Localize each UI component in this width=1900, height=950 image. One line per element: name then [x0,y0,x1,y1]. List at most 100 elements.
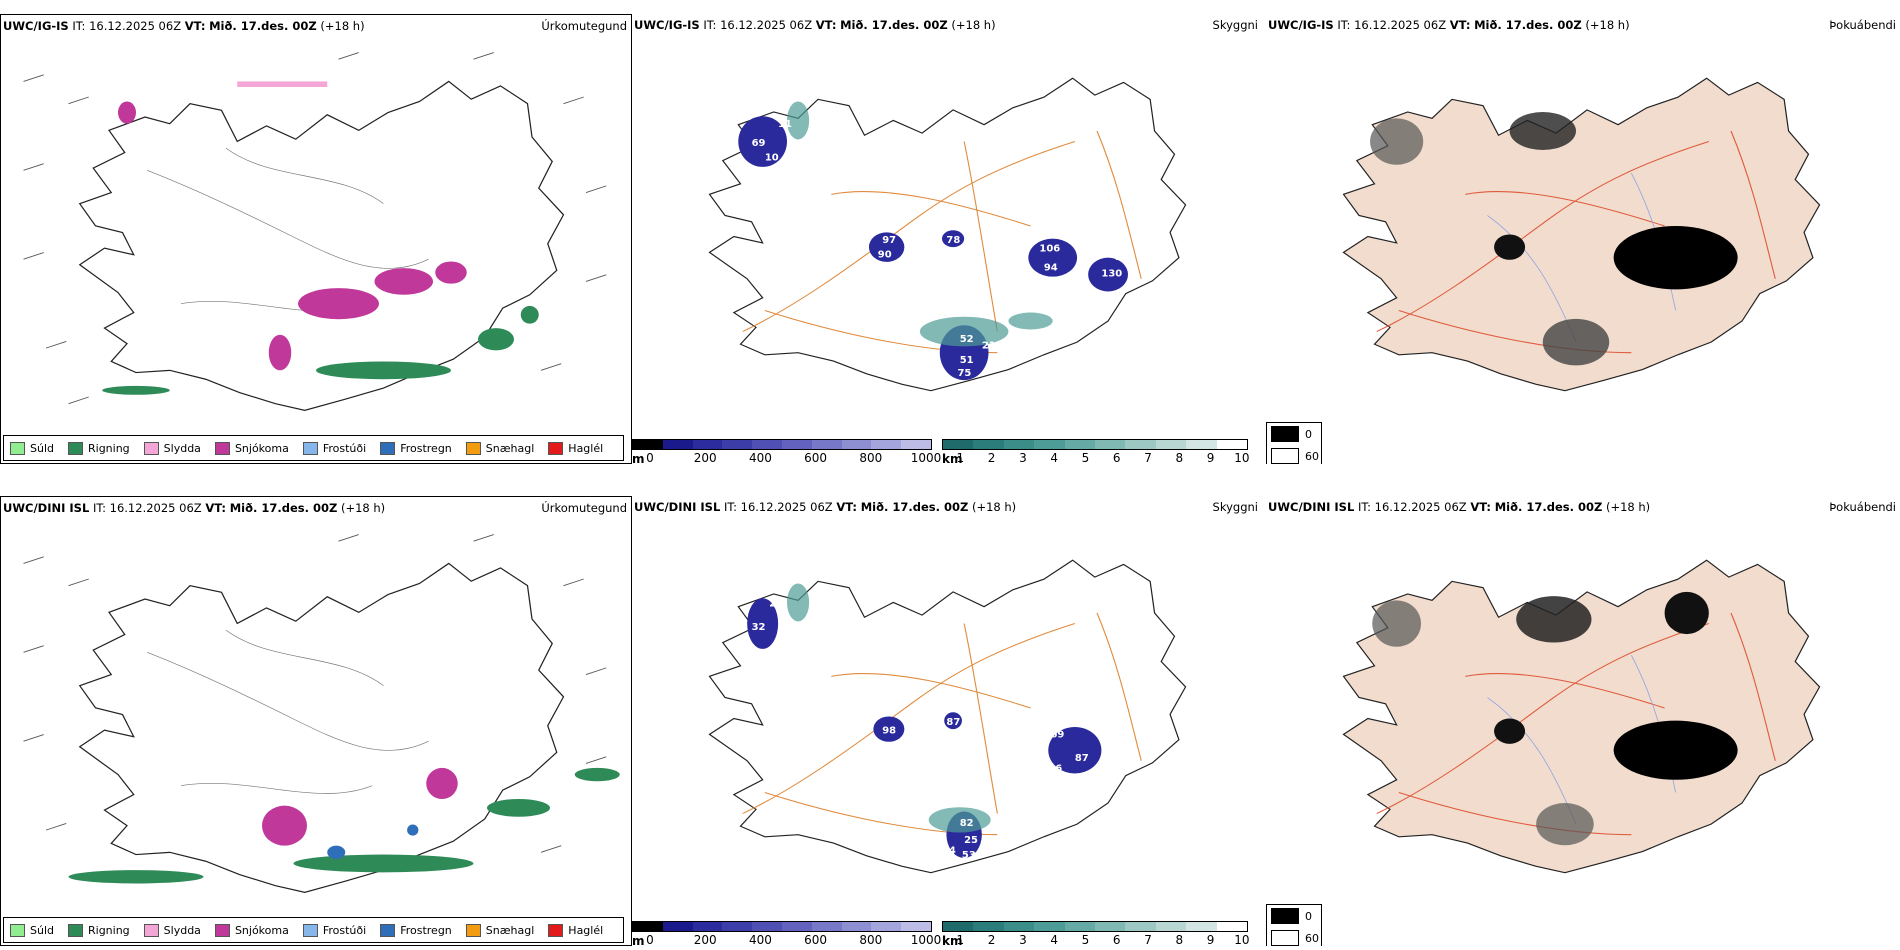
vt-label: VT: [815,18,837,32]
panel-title: Skyggni [1212,500,1258,514]
colorbar-cell-2 [692,922,723,931]
colorbar-cell-2 [1003,922,1035,931]
colorbar-cell-5 [781,922,812,931]
panel-header: UWC/IG-IS IT: 16.12.2025 06Z VT: Mið. 17… [634,16,1262,34]
road-network [1376,612,1776,836]
vt-value: Mið. 17.des. 00Z [1474,18,1582,32]
colorbar-cell-5 [1095,440,1126,449]
colorbar-cell-3 [722,922,753,931]
ceiling-value-label: 32 [752,622,766,633]
legend-swatch [302,441,318,455]
ceiling-value-label: 25 [964,835,978,846]
panel-title: Skyggni [1212,18,1258,32]
lead-time: (+18 h) [1605,500,1651,514]
legend-item-4: Frostúði [302,441,366,455]
colorbar-cell-8 [871,922,902,931]
legend-item-0: Súld [10,441,54,455]
ceiling-value-label: 119 [1101,751,1122,762]
colorbar-cell-0 [633,440,663,449]
vt-value: Mið. 17.des. 00Z [860,500,969,514]
precip-map [23,52,607,411]
legend-label: Frostregn [400,923,452,937]
fog-legend-bottom: 0 60 [1266,904,1322,946]
vt-label: VT: [205,501,227,515]
colorbar-tick: 4 [1050,933,1059,946]
colorbar-tick: 2 [987,933,996,946]
legend-label: Snjókoma [234,441,289,455]
colorbar-tick: 10 [1234,933,1250,946]
colorbar-tick: 200 [693,933,717,946]
colorbar-tick: 1 [956,933,965,946]
ceiling-value-label: 11 [778,119,792,130]
road-network [742,612,1142,836]
colorbar-cell-3 [1034,440,1065,449]
vt-label: VT: [1470,500,1492,514]
ceiling-value-label: 98 [882,726,896,737]
colorbar-tick: 1 [956,451,965,464]
vt-value: Mið. 17.des. 00Z [1494,500,1603,514]
legend-item-2: Slydda [143,923,201,937]
it-value: 16.12.2025 06Z [720,18,813,32]
colorbar-cell-9 [901,922,931,931]
colorbar-cell-1 [973,440,1004,449]
it-value: 16.12.2025 06Z [740,500,833,514]
ceiling-value-label: 82 [960,818,974,829]
colorbar-tick: 7 [1144,933,1152,946]
model-name: UWC/IG-IS [3,19,69,33]
legend-item-1: Rigning [68,923,130,937]
panel-title: Úrkomutegund [541,501,627,515]
colorbar-cell-8 [1186,440,1217,449]
visibility-areas [787,583,991,833]
lead-time: (+18 h) [971,500,1017,514]
legend-label: Rigning [88,923,130,937]
colorbar-cell-5 [781,440,812,449]
colorbar-tick: 5 [1081,451,1090,464]
colorbar-cell-7 [841,440,872,449]
legend-item-1: Rigning [68,441,130,455]
legend-label: Rigning [88,441,130,455]
it-value: 16.12.2025 06Z [89,19,182,33]
colorbar-tick: 3 [1019,451,1027,464]
ceiling-value-label: 15 [798,637,812,648]
lead-time: (+18 h) [320,19,365,33]
colorbar-cell-5 [1095,922,1126,931]
visibility-colorbar-bottom: 1 2 3 4 5 6 7 8 9 10 km [942,921,1250,946]
ceiling-value-label: 87 [946,717,960,728]
colorbar-tick: 0 [646,933,654,946]
precip-legend: Súld Rigning Slydda Snjókoma Frostúði Frostre… [3,917,625,943]
model-name: UWC/IG-IS [634,18,700,32]
colorbar-tick: 5 [1081,933,1090,946]
colorbar-tick: 800 [859,451,883,464]
legend-label: Haglél [568,441,604,455]
ceiling-value-label: 87 [1075,753,1089,764]
ceiling-labels: 69 10 11 97 90 78 106 94 130 178 52 219 51 75 77 [752,119,1136,379]
legend-label: Súld [30,441,54,455]
panel-title: Þokuábendi [1829,500,1896,514]
colorbar-cell-8 [1186,922,1217,931]
precip-panel-bottom: UWC/DINI ISL IT: 16.12.2025 06Z VT: Mið.… [0,496,632,946]
fog-swatch-60 [1271,930,1299,946]
legend-item-0: Súld [10,923,54,937]
ceiling-value-label: 24 [942,846,956,857]
vt-label: VT: [1449,18,1471,32]
colorbar-cell-0 [943,440,974,449]
ceiling-value-label: 78 [946,235,960,246]
colorbar-tick: 9 [1206,933,1215,946]
precip-rain [68,767,620,884]
road-network [742,130,1142,354]
colorbar-cell-6 [811,922,842,931]
legend-swatch [68,923,83,937]
ceiling-value-label: 90 [878,250,892,261]
legend-swatch [380,441,396,455]
vt-label: VT: [184,19,206,33]
colorbar-cell-2 [1003,440,1035,449]
colorbar-cell-7 [1155,440,1187,449]
ceiling-value-label: 130 [1101,269,1122,280]
it-value: 16.12.2025 06Z [109,501,202,515]
ceiling-value-label: 97 [882,235,896,246]
ceiling-colorbar-top: 0 200 400 600 800 1000 m [632,439,941,464]
ceiling-value-label: 10 [765,153,779,164]
colorbar-cell-4 [1064,922,1096,931]
legend-item-3: Snjókoma [214,441,289,455]
wind-barbs [23,52,607,405]
